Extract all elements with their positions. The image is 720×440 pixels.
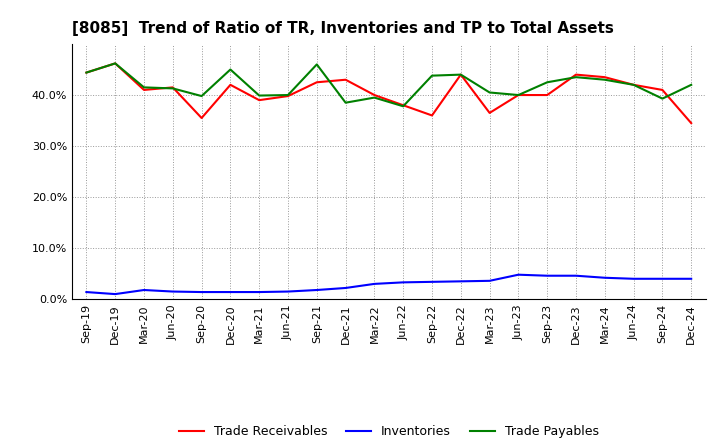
Inventories — [428, 279, 436, 285]
Trade Receivables — [370, 92, 379, 98]
Inventories — [140, 287, 148, 293]
Line: Trade Receivables: Trade Receivables — [86, 63, 691, 123]
Trade Receivables — [82, 70, 91, 75]
Text: [8085]  Trend of Ratio of TR, Inventories and TP to Total Assets: [8085] Trend of Ratio of TR, Inventories… — [72, 21, 614, 36]
Trade Payables — [197, 93, 206, 99]
Line: Inventories: Inventories — [86, 275, 691, 294]
Trade Payables — [428, 73, 436, 78]
Trade Payables — [456, 72, 465, 77]
Trade Receivables — [197, 115, 206, 121]
Trade Receivables — [428, 113, 436, 118]
Trade Receivables — [514, 92, 523, 98]
Inventories — [341, 285, 350, 290]
Line: Trade Payables: Trade Payables — [86, 63, 691, 106]
Trade Payables — [255, 93, 264, 98]
Inventories — [255, 290, 264, 295]
Inventories — [197, 290, 206, 295]
Trade Receivables — [140, 87, 148, 92]
Inventories — [456, 279, 465, 284]
Inventories — [168, 289, 177, 294]
Trade Receivables — [572, 72, 580, 77]
Trade Receivables — [658, 87, 667, 92]
Trade Receivables — [600, 74, 609, 80]
Trade Receivables — [456, 72, 465, 77]
Inventories — [600, 275, 609, 280]
Trade Receivables — [111, 61, 120, 66]
Trade Receivables — [485, 110, 494, 116]
Trade Receivables — [226, 82, 235, 88]
Trade Payables — [140, 85, 148, 90]
Inventories — [572, 273, 580, 279]
Trade Payables — [111, 61, 120, 66]
Inventories — [543, 273, 552, 279]
Inventories — [485, 278, 494, 283]
Inventories — [226, 290, 235, 295]
Inventories — [284, 289, 292, 294]
Trade Payables — [370, 95, 379, 100]
Trade Payables — [658, 96, 667, 101]
Trade Payables — [572, 74, 580, 80]
Trade Receivables — [255, 98, 264, 103]
Trade Receivables — [284, 93, 292, 99]
Trade Payables — [687, 82, 696, 88]
Inventories — [658, 276, 667, 282]
Trade Receivables — [399, 103, 408, 108]
Inventories — [687, 276, 696, 282]
Inventories — [514, 272, 523, 277]
Trade Receivables — [629, 82, 638, 88]
Inventories — [111, 291, 120, 297]
Trade Payables — [82, 70, 91, 75]
Legend: Trade Receivables, Inventories, Trade Payables: Trade Receivables, Inventories, Trade Pa… — [174, 420, 604, 440]
Inventories — [312, 287, 321, 293]
Trade Payables — [312, 62, 321, 67]
Trade Payables — [514, 92, 523, 98]
Trade Receivables — [687, 121, 696, 126]
Trade Payables — [600, 77, 609, 82]
Trade Payables — [341, 100, 350, 105]
Trade Payables — [629, 82, 638, 88]
Trade Receivables — [543, 92, 552, 98]
Inventories — [629, 276, 638, 282]
Trade Payables — [543, 80, 552, 85]
Inventories — [399, 280, 408, 285]
Trade Payables — [399, 104, 408, 109]
Trade Payables — [485, 90, 494, 95]
Trade Payables — [168, 86, 177, 91]
Trade Receivables — [168, 85, 177, 90]
Trade Payables — [284, 92, 292, 98]
Trade Receivables — [312, 80, 321, 85]
Inventories — [370, 281, 379, 286]
Trade Receivables — [341, 77, 350, 82]
Inventories — [82, 290, 91, 295]
Trade Payables — [226, 67, 235, 72]
